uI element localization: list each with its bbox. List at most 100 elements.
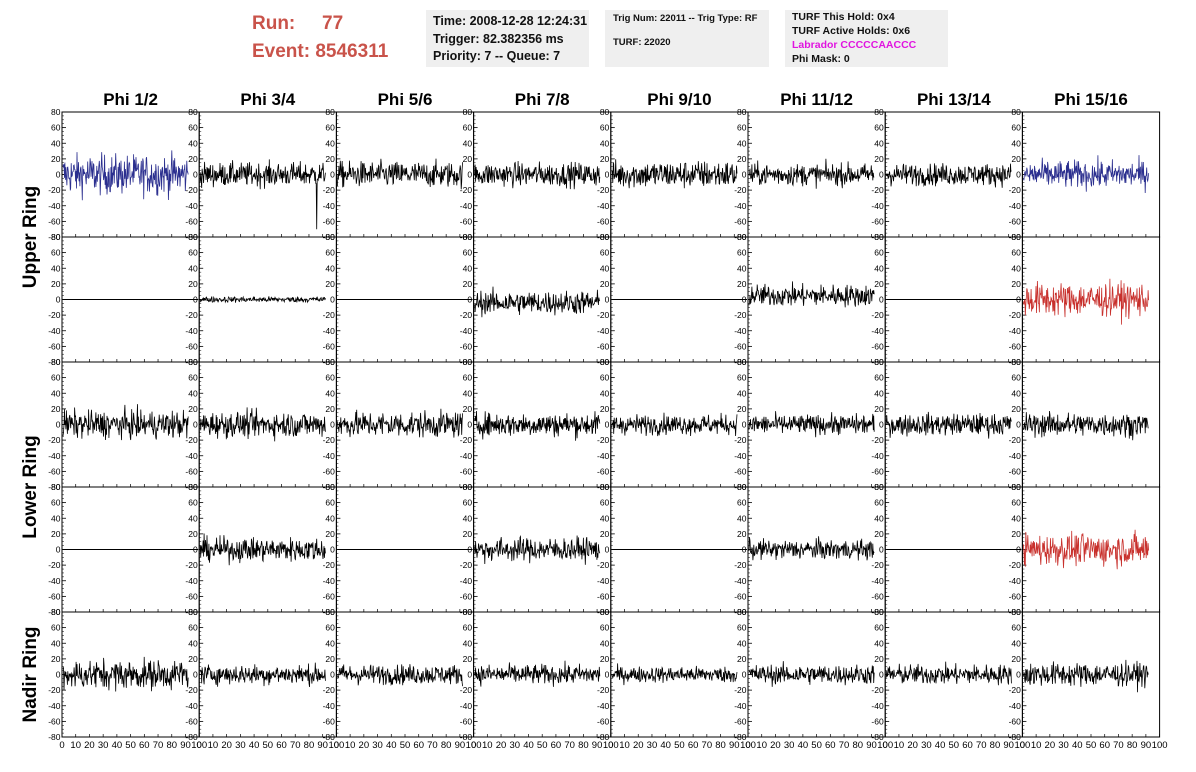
y-tick-label: 20 [188,154,198,164]
y-tick-label: 0 [467,170,472,180]
y-tick-label: 80 [1011,232,1021,242]
waveform-trace [748,661,875,687]
y-tick-label: 40 [874,388,884,398]
y-tick-label: -20 [734,185,747,195]
y-tick-label: 0 [742,170,747,180]
y-tick-label: 0 [56,670,61,680]
column-header: Phi 11/12 [780,90,853,109]
x-tick-label: 40 [935,740,946,751]
y-tick-label: -60 [460,216,473,226]
x-tick-label: 90 [1141,740,1152,751]
x-tick-label: 100 [328,740,344,751]
run-label: Run: [252,13,296,34]
y-tick-label: 0 [330,670,335,680]
y-tick-label: -20 [460,560,473,570]
ring-label: Nadir Ring [20,626,41,722]
y-tick-label: -20 [323,560,336,570]
y-tick-label: 40 [1011,513,1021,523]
y-tick-label: 60 [874,498,884,508]
y-tick-label: 0 [467,670,472,680]
y-tick-label: -20 [871,310,884,320]
column-header: Phi 3/4 [240,90,295,109]
y-tick-label: -40 [597,326,610,336]
y-tick-label: 60 [463,123,473,133]
time-text: Time: 2008-12-28 12:24:31 [433,14,588,28]
y-tick-label: 60 [600,623,610,633]
y-tick-label: 20 [874,279,884,289]
labrador-text: Labrador CCCCCAACCC [792,39,917,51]
y-tick-label: 40 [188,388,198,398]
y-tick-label: -20 [1009,560,1022,570]
x-tick-label: 20 [221,740,232,751]
y-tick-label: 80 [874,482,884,492]
y-tick-label: 0 [605,670,610,680]
x-tick-label: 40 [112,740,123,751]
y-tick-label: 80 [51,607,61,617]
y-tick-label: -40 [48,201,61,211]
y-tick-label: 40 [600,638,610,648]
y-tick-label: 40 [463,138,473,148]
y-tick-label: -20 [1009,310,1022,320]
y-tick-label: 80 [600,232,610,242]
y-tick-label: 20 [874,154,884,164]
waveform-trace [474,160,601,190]
y-tick-label: 40 [325,263,335,273]
y-tick-label: -40 [460,701,473,711]
x-tick-label: 0 [334,740,339,751]
y-tick-label: -40 [871,576,884,586]
y-tick-label: -40 [323,701,336,711]
y-tick-label: -20 [597,560,610,570]
y-tick-label: 40 [51,388,61,398]
y-tick-label: 20 [874,404,884,414]
x-tick-label: 90 [729,740,740,751]
y-tick-label: -20 [597,685,610,695]
x-tick-label: 10 [756,740,767,751]
y-tick-label: -60 [597,341,610,351]
y-tick-label: 80 [325,482,335,492]
column-header: Phi 7/8 [515,90,570,109]
y-tick-label: 60 [1011,498,1021,508]
y-tick-label: 80 [737,232,747,242]
x-tick-label: 70 [976,740,987,751]
x-tick-label: 70 [427,740,438,751]
x-tick-label: 10 [70,740,81,751]
ring-label: Lower Ring [20,435,41,538]
y-tick-label: -60 [185,466,198,476]
y-tick-label: 20 [1011,154,1021,164]
y-tick-label: -40 [1009,701,1022,711]
waveform-trace [474,660,601,687]
x-tick-label: 100 [740,740,756,751]
y-tick-label: 40 [463,513,473,523]
y-tick-label: -80 [871,732,884,742]
x-tick-label: 100 [1014,740,1030,751]
x-tick-label: 90 [866,740,877,751]
y-tick-label: -20 [871,685,884,695]
x-tick-label: 20 [633,740,644,751]
y-tick-label: 60 [51,373,61,383]
y-tick-label: -60 [597,216,610,226]
x-tick-label: 30 [784,740,795,751]
y-tick-label: -60 [323,466,336,476]
y-tick-label: -20 [185,185,198,195]
waveform-trace [885,411,1012,439]
y-tick-label: 0 [193,420,198,430]
y-tick-label: -60 [48,716,61,726]
y-tick-label: 60 [325,123,335,133]
y-tick-label: -60 [734,216,747,226]
y-tick-label: 20 [463,279,473,289]
x-tick-label: 10 [345,740,356,751]
y-tick-label: 20 [325,529,335,539]
